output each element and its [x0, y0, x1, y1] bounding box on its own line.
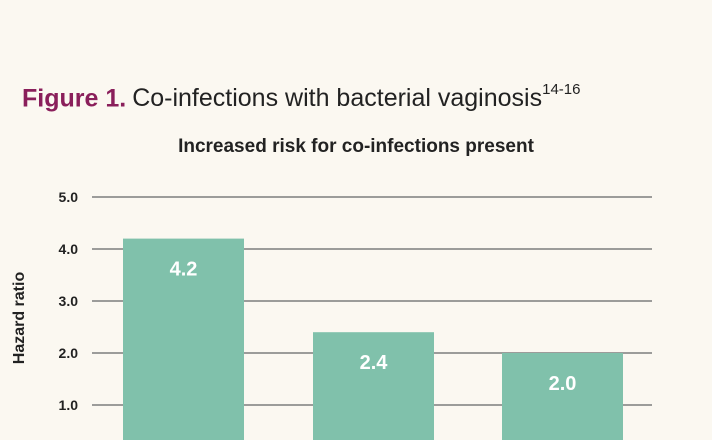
bar — [313, 332, 434, 440]
y-tick-label: 2.0 — [59, 345, 79, 361]
bar — [123, 238, 244, 440]
bar-value-labels: 4.2 2.4 2.0 — [170, 259, 577, 395]
bar-value-label: 2.4 — [360, 352, 389, 374]
figure-label: Figure 1. — [22, 84, 127, 113]
y-tick-label: 4.0 — [59, 241, 79, 257]
y-tick-label: 3.0 — [59, 293, 79, 309]
bar-value-label: 2.0 — [549, 373, 577, 395]
bar-value-label: 4.2 — [170, 259, 198, 281]
bar — [502, 353, 623, 440]
bars — [123, 238, 623, 440]
figure-description: Co-infections with bacterial vaginosis — [132, 84, 543, 113]
y-tick-labels: 1.0 2.0 3.0 4.0 5.0 — [59, 189, 79, 413]
figure-reference: 14-16 — [542, 81, 581, 98]
chart-title: Increased risk for co-infections present — [178, 136, 534, 157]
figure-title: Figure 1. Co-infections with bacterial va… — [22, 81, 581, 113]
y-tick-label: 1.0 — [59, 397, 79, 413]
y-tick-label: 5.0 — [59, 189, 79, 205]
